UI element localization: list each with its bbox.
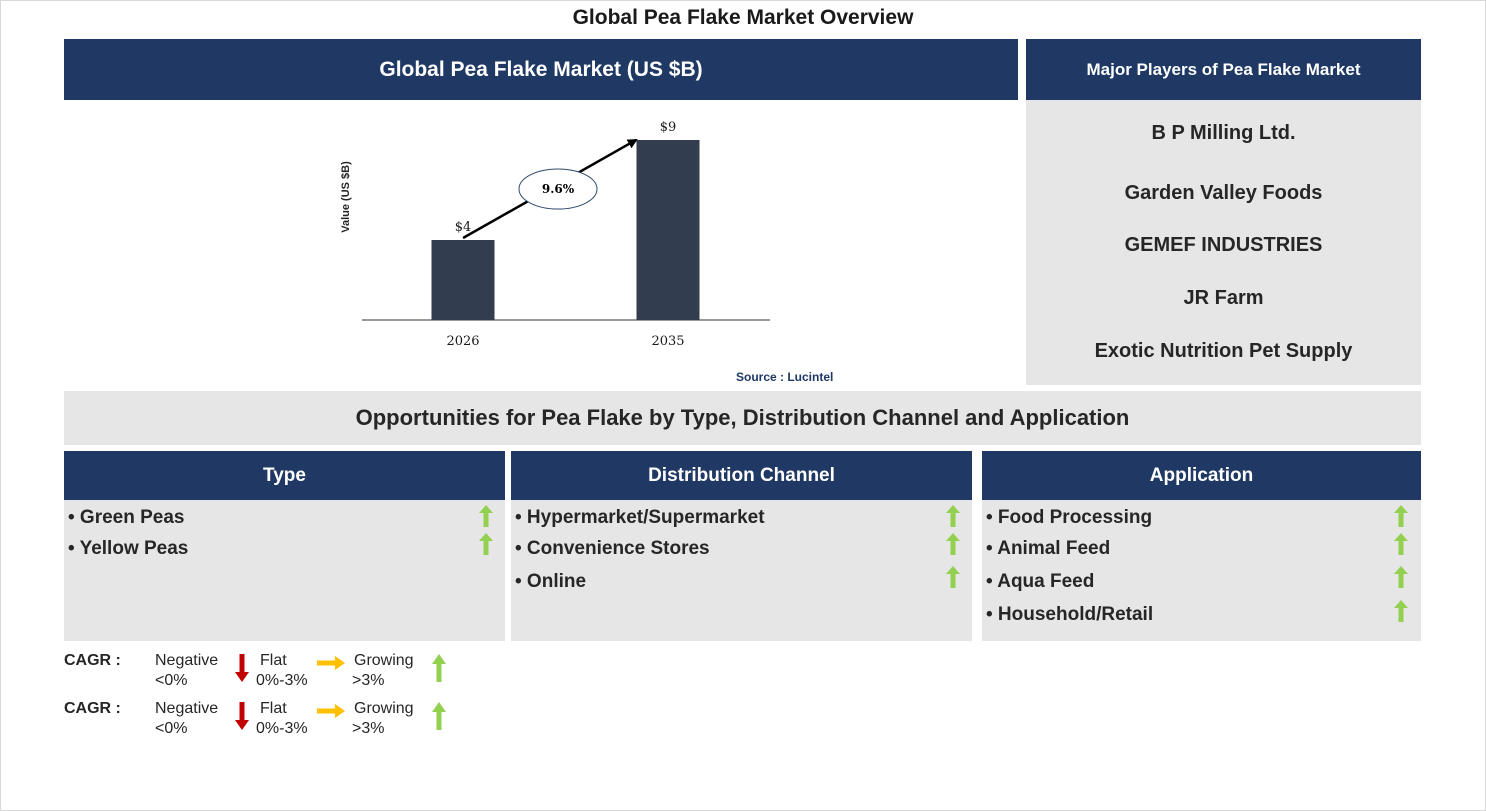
player-item: B P Milling Ltd. bbox=[1151, 122, 1296, 144]
legend-flat-label: Flat bbox=[260, 652, 287, 669]
source-note: Source : Lucintel bbox=[736, 370, 834, 384]
chart-svg: Value (US $B) $4 2026 $9 2035 9.6% bbox=[340, 120, 770, 349]
page-title: Global Pea Flake Market Overview bbox=[572, 6, 914, 29]
cagr-legend: CAGR : Negative <0% Flat 0%-3% Growing >… bbox=[64, 651, 484, 691]
green-up-arrow-icon bbox=[1394, 600, 1408, 622]
green-up-arrow-icon bbox=[432, 702, 446, 730]
segment-item: • Household/Retail bbox=[986, 604, 1154, 625]
orange-right-arrow-icon bbox=[317, 656, 345, 670]
orange-right-arrow-icon bbox=[317, 704, 345, 718]
player-item: GEMEF INDUSTRIES bbox=[1124, 234, 1323, 256]
red-down-arrow-icon bbox=[235, 654, 249, 682]
segment-item: • Hypermarket/Supermarket bbox=[515, 507, 765, 528]
segment-body-type: • Green Peas • Yellow Peas bbox=[64, 500, 505, 641]
segment-item: • Green Peas bbox=[68, 507, 185, 528]
cagr-legend: CAGR : Negative <0% Flat 0%-3% Growing >… bbox=[64, 699, 484, 739]
segment-body-distribution-channel: • Hypermarket/Supermarket • Convenience … bbox=[511, 500, 972, 641]
player-item: Garden Valley Foods bbox=[1124, 182, 1323, 204]
green-up-arrow-icon bbox=[946, 505, 960, 527]
legend-negative-range: <0% bbox=[155, 672, 188, 689]
legend-cagr-label: CAGR : bbox=[64, 652, 121, 669]
player-item: Exotic Nutrition Pet Supply bbox=[1094, 340, 1353, 362]
chart-header: Global Pea Flake Market (US $B) bbox=[64, 39, 1018, 100]
cagr-ellipse bbox=[518, 168, 598, 210]
green-up-arrow-icon bbox=[479, 533, 493, 555]
legend-growing-label: Growing bbox=[354, 700, 414, 717]
segment-header-type: Type bbox=[64, 451, 505, 500]
segment-item: • Food Processing bbox=[986, 507, 1153, 528]
legend-growing-label: Growing bbox=[354, 652, 414, 669]
green-up-arrow-icon bbox=[1394, 566, 1408, 588]
green-up-arrow-icon bbox=[1394, 533, 1408, 555]
bar-2035 bbox=[636, 140, 700, 320]
legend-negative-label: Negative bbox=[155, 652, 219, 669]
green-up-arrow-icon bbox=[946, 566, 960, 588]
legend-cagr-label: CAGR : bbox=[64, 700, 121, 717]
x-tick-label: 2035 bbox=[651, 334, 684, 349]
legend-negative-label: Negative bbox=[155, 700, 219, 717]
segment-item: • Animal Feed bbox=[986, 538, 1111, 559]
segment-item: • Online bbox=[515, 571, 587, 592]
players-header: Major Players of Pea Flake Market bbox=[1026, 39, 1421, 100]
chart-bars: $4 2026 $9 2035 bbox=[431, 120, 700, 349]
segment-item: • Yellow Peas bbox=[68, 538, 189, 559]
green-up-arrow-icon bbox=[946, 533, 960, 555]
bar-2026 bbox=[431, 240, 495, 320]
legend-growing-range: >3% bbox=[352, 720, 385, 737]
bar-value-label: $4 bbox=[455, 220, 472, 235]
segment-header-application: Application bbox=[982, 451, 1421, 500]
segment-item: • Aqua Feed bbox=[986, 571, 1095, 592]
bar-value-label: $9 bbox=[660, 120, 677, 135]
legend-flat-range: 0%-3% bbox=[256, 720, 308, 737]
segment-body-application: • Food Processing • Animal Feed • Aqua F… bbox=[982, 500, 1421, 641]
legend-negative-range: <0% bbox=[155, 720, 188, 737]
x-tick-label: 2026 bbox=[446, 334, 479, 349]
chart-y-axis-label: Value (US $B) bbox=[340, 161, 352, 233]
players-list: B P Milling Ltd. Garden Valley Foods GEM… bbox=[1026, 100, 1421, 385]
legend-flat-range: 0%-3% bbox=[256, 672, 308, 689]
bar-chart: Value (US $B) $4 2026 $9 2035 9.6% bbox=[300, 105, 860, 390]
green-up-arrow-icon bbox=[479, 505, 493, 527]
segment-header-distribution-channel: Distribution Channel bbox=[511, 451, 972, 500]
segment-item: • Convenience Stores bbox=[515, 538, 710, 559]
legend-growing-range: >3% bbox=[352, 672, 385, 689]
cagr-label: 9.6% bbox=[542, 182, 575, 196]
player-item: JR Farm bbox=[1183, 287, 1264, 309]
green-up-arrow-icon bbox=[1394, 505, 1408, 527]
legend-flat-label: Flat bbox=[260, 700, 287, 717]
red-down-arrow-icon bbox=[235, 702, 249, 730]
green-up-arrow-icon bbox=[432, 654, 446, 682]
opportunities-title: Opportunities for Pea Flake by Type, Dis… bbox=[64, 391, 1421, 445]
